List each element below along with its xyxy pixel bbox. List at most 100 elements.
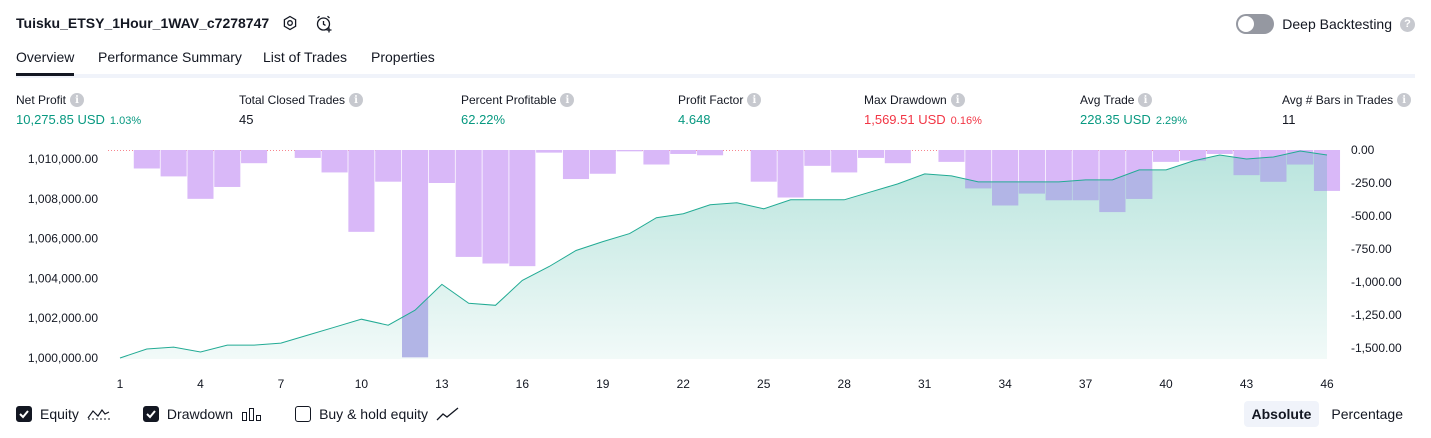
- left-axis-tick: 1,008,000.00: [28, 192, 98, 206]
- info-icon[interactable]: i: [349, 93, 363, 107]
- right-axis-tick: -500.00: [1351, 209, 1392, 223]
- left-axis-tick: 1,010,000.00: [28, 152, 98, 166]
- chart-legend: Equity Drawdown Buy & hold equity: [16, 403, 492, 425]
- drawdown-bar: [214, 150, 240, 187]
- tab-overview[interactable]: Overview: [16, 49, 74, 76]
- right-axis-tick: -1,500.00: [1351, 341, 1402, 355]
- settings-icon[interactable]: [280, 14, 300, 34]
- metric-value: 4.648: [678, 112, 711, 127]
- metric-label: Profit Factor: [678, 93, 743, 107]
- metric-max-drawdown: Max Drawdown i 1,569.51 USD 0.16%: [864, 93, 982, 127]
- metric-percent: 0.16%: [951, 115, 982, 127]
- right-axis-tick: -250.00: [1351, 176, 1392, 190]
- equity-checkbox[interactable]: [16, 406, 32, 422]
- legend-buy-hold-label: Buy & hold equity: [319, 406, 428, 422]
- right-axis-tick: 0.00: [1351, 143, 1375, 157]
- info-icon[interactable]: i: [560, 93, 574, 107]
- drawdown-bar: [295, 150, 321, 158]
- tab-properties[interactable]: Properties: [371, 49, 435, 73]
- drawdown-bar: [241, 150, 267, 163]
- metric-total-closed-trades: Total Closed Trades i 45: [239, 93, 363, 127]
- x-axis-tick: 31: [918, 377, 932, 391]
- report-tabs: Overview Performance Summary List of Tra…: [16, 44, 1415, 78]
- metric-percent: 1.03%: [110, 115, 141, 127]
- metric-value: 228.35 USD: [1080, 112, 1151, 127]
- metric-label: Percent Profitable: [461, 93, 556, 107]
- metric-label: Net Profit: [16, 93, 66, 107]
- info-icon[interactable]: i: [1397, 93, 1411, 107]
- legend-buy-hold[interactable]: Buy & hold equity: [295, 406, 460, 422]
- left-axis-tick: 1,000,000.00: [28, 351, 98, 365]
- x-axis-tick: 37: [1079, 377, 1093, 391]
- drawdown-bar: [1153, 150, 1179, 162]
- drawdown-bar: [134, 150, 160, 168]
- info-icon[interactable]: i: [70, 93, 84, 107]
- metric-value: 10,275.85 USD: [16, 112, 105, 127]
- drawdown-bar: [670, 150, 696, 154]
- metric-label: Max Drawdown: [864, 93, 947, 107]
- percentage-button[interactable]: Percentage: [1323, 401, 1411, 427]
- x-axis-tick: 28: [838, 377, 852, 391]
- metric-profit-factor: Profit Factor i 4.648: [678, 93, 761, 127]
- x-axis-tick: 40: [1159, 377, 1173, 391]
- strategy-name: Tuisku_ETSY_1Hour_1WAV_c7278747: [16, 15, 269, 31]
- x-axis-tick: 7: [278, 377, 285, 391]
- legend-equity[interactable]: Equity: [16, 406, 111, 422]
- drawdown-bar: [322, 150, 348, 172]
- right-axis-tick: -1,000.00: [1351, 275, 1402, 289]
- metric-label: Avg Trade: [1080, 93, 1134, 107]
- drawdown-checkbox[interactable]: [143, 406, 159, 422]
- x-axis-tick: 22: [677, 377, 691, 391]
- info-icon[interactable]: i: [1138, 93, 1152, 107]
- deep-backtesting-toggle[interactable]: [1236, 14, 1274, 34]
- right-axis-tick: -1,250.00: [1351, 308, 1402, 322]
- tab-list-of-trades[interactable]: List of Trades: [263, 49, 347, 73]
- drawdown-bar: [429, 150, 455, 183]
- metric-percent-profitable: Percent Profitable i 62.22%: [461, 93, 574, 127]
- drawdown-bar: [563, 150, 589, 179]
- drawdown-bar: [804, 150, 830, 166]
- x-axis-tick: 34: [998, 377, 1012, 391]
- metric-percent: 2.29%: [1156, 115, 1187, 127]
- x-axis-tick: 19: [596, 377, 610, 391]
- scale-mode-switch: Absolute Percentage: [1244, 401, 1412, 427]
- metrics-row: Net Profit i 10,275.85 USD 1.03% Total Clo…: [16, 93, 1415, 133]
- legend-drawdown-label: Drawdown: [167, 406, 233, 422]
- equity-drawdown-chart[interactable]: 1,000,000.00 1,002,000.00 1,004,000.00 1,00…: [0, 140, 1431, 395]
- legend-drawdown[interactable]: Drawdown: [143, 406, 263, 422]
- add-alert-icon[interactable]: [314, 14, 334, 34]
- x-axis-tick: 4: [197, 377, 204, 391]
- left-axis-tick: 1,006,000.00: [28, 232, 98, 246]
- drawdown-bar: [187, 150, 213, 199]
- right-axis-tick: -750.00: [1351, 242, 1392, 256]
- drawdown-bar: [778, 150, 804, 198]
- drawdown-bar: [1207, 150, 1233, 154]
- equity-line-icon: [87, 406, 111, 422]
- deep-backtesting-label: Deep Backtesting: [1282, 16, 1392, 32]
- toggle-knob: [1238, 16, 1254, 32]
- x-axis-tick: 25: [757, 377, 771, 391]
- x-axis-tick: 1: [117, 377, 124, 391]
- drawdown-bar: [375, 150, 401, 182]
- x-axis-tick: 43: [1240, 377, 1254, 391]
- help-icon[interactable]: ?: [1400, 17, 1415, 32]
- drawdown-bar: [161, 150, 187, 176]
- drawdown-bar: [509, 150, 535, 266]
- info-icon[interactable]: i: [747, 93, 761, 107]
- drawdown-bar: [697, 150, 723, 155]
- drawdown-bar: [858, 150, 884, 158]
- buy-hold-checkbox[interactable]: [295, 406, 311, 422]
- absolute-button[interactable]: Absolute: [1244, 401, 1320, 427]
- report-header: Tuisku_ETSY_1Hour_1WAV_c7278747 Deep Bac…: [16, 10, 1415, 38]
- buy-hold-line-icon: [436, 406, 460, 422]
- metric-label: Total Closed Trades: [239, 93, 345, 107]
- metric-label: Avg # Bars in Trades: [1282, 93, 1393, 107]
- info-icon[interactable]: i: [951, 93, 965, 107]
- left-axis-tick: 1,002,000.00: [28, 311, 98, 325]
- tab-performance-summary[interactable]: Performance Summary: [98, 49, 242, 73]
- metric-value: 1,569.51 USD: [864, 112, 946, 127]
- drawdown-bar: [938, 150, 964, 162]
- drawdown-bar: [643, 150, 669, 165]
- drawdown-bar: [482, 150, 508, 264]
- x-axis-tick: 46: [1320, 377, 1334, 391]
